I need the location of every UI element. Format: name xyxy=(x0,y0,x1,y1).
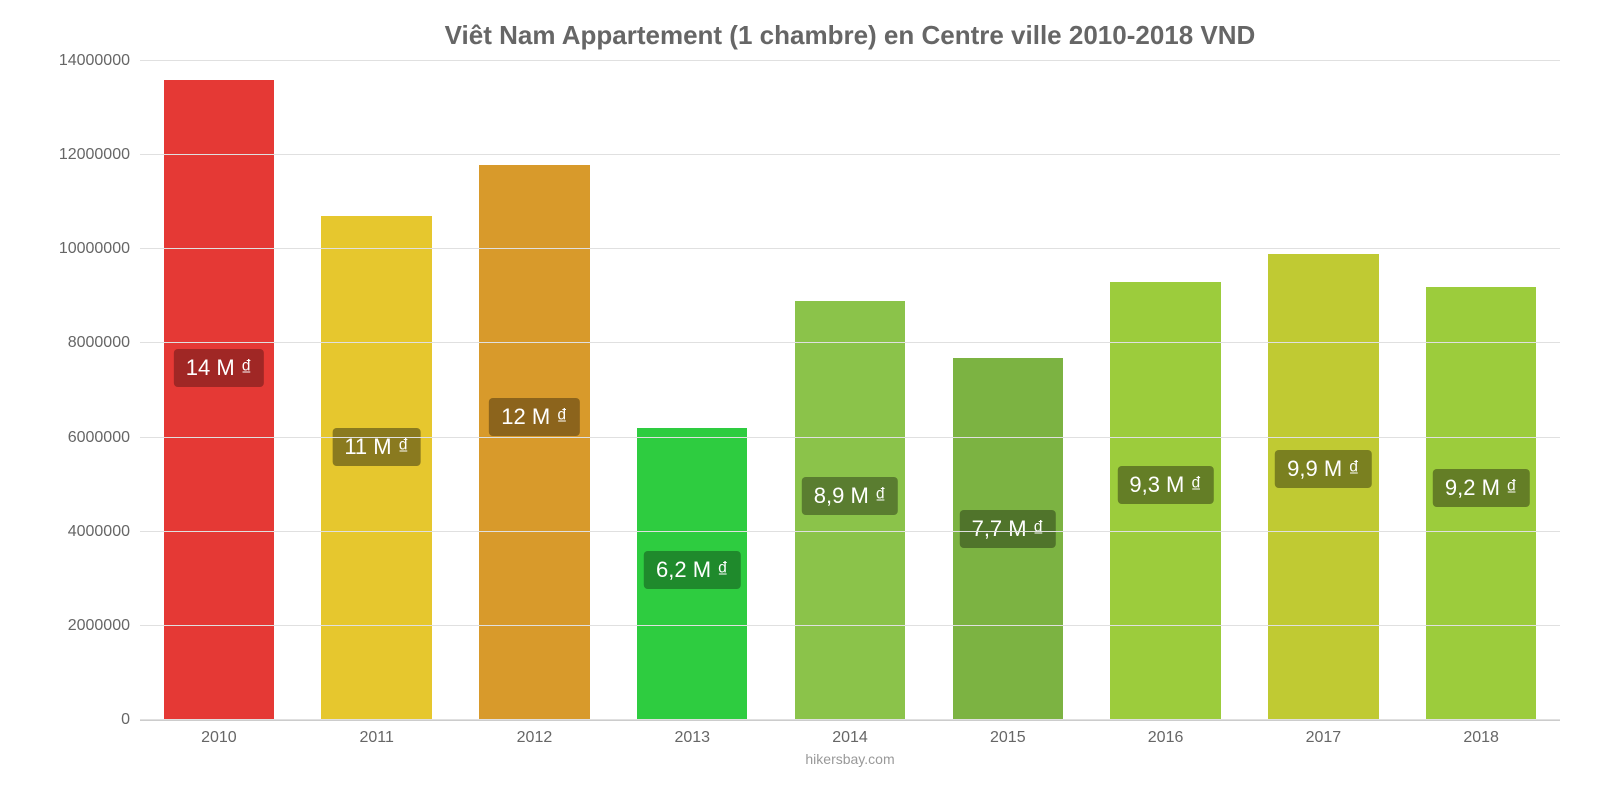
x-tick-label: 2018 xyxy=(1402,729,1560,747)
y-tick-label: 4000000 xyxy=(68,523,130,541)
gridline xyxy=(140,625,1560,626)
bar-value-label: 8,9 M ₫ xyxy=(802,477,898,515)
bars-row: 14 M ₫ 11 M ₫ 12 M ₫ 6,2 M ₫ 8,9 M ₫ 7,7 M ₫ 9… xyxy=(140,61,1560,720)
bar-value-label: 11 M ₫ xyxy=(332,428,421,466)
y-tick-label: 2000000 xyxy=(68,617,130,635)
x-tick-label: 2012 xyxy=(456,729,614,747)
bar: 6,2 M ₫ xyxy=(637,428,747,720)
chart-container: Viêt Nam Appartement (1 chambre) en Cent… xyxy=(0,0,1600,800)
bar-value-label: 12 M ₫ xyxy=(489,398,579,436)
bar-slot: 9,3 M ₫ xyxy=(1087,61,1245,720)
bar: 9,2 M ₫ xyxy=(1426,287,1536,720)
x-axis-labels: 201020112012201320142015201620172018 xyxy=(140,729,1560,747)
bar: 8,9 M ₫ xyxy=(795,301,905,720)
y-tick-label: 10000000 xyxy=(59,240,130,258)
gridline xyxy=(140,60,1560,61)
bar-slot: 11 M ₫ xyxy=(298,61,456,720)
bar-slot: 9,2 M ₫ xyxy=(1402,61,1560,720)
y-tick-label: 12000000 xyxy=(59,146,130,164)
bar: 7,7 M ₫ xyxy=(953,358,1063,720)
gridline xyxy=(140,154,1560,155)
bar-value-label: 14 M ₫ xyxy=(174,349,264,387)
bar: 11 M ₫ xyxy=(321,216,431,720)
bar-slot: 7,7 M ₫ xyxy=(929,61,1087,720)
x-tick-label: 2017 xyxy=(1244,729,1402,747)
x-tick-label: 2011 xyxy=(298,729,456,747)
bar-value-label: 7,7 M ₫ xyxy=(960,510,1056,548)
bar-value-label: 9,2 M ₫ xyxy=(1433,469,1529,507)
bar-value-label: 9,9 M ₫ xyxy=(1275,450,1371,488)
bar-slot: 6,2 M ₫ xyxy=(613,61,771,720)
bar-value-label: 6,2 M ₫ xyxy=(644,551,740,589)
gridline xyxy=(140,342,1560,343)
x-tick-label: 2015 xyxy=(929,729,1087,747)
y-tick-label: 0 xyxy=(121,711,130,729)
gridline xyxy=(140,437,1560,438)
chart-title: Viêt Nam Appartement (1 chambre) en Cent… xyxy=(140,20,1560,51)
bar-slot: 9,9 M ₫ xyxy=(1244,61,1402,720)
bar-slot: 8,9 M ₫ xyxy=(771,61,929,720)
gridline xyxy=(140,719,1560,720)
gridline xyxy=(140,248,1560,249)
x-tick-label: 2010 xyxy=(140,729,298,747)
x-tick-label: 2016 xyxy=(1087,729,1245,747)
x-tick-label: 2014 xyxy=(771,729,929,747)
bar-value-label: 9,3 M ₫ xyxy=(1117,466,1213,504)
gridline xyxy=(140,531,1560,532)
source-label: hikersbay.com xyxy=(140,751,1560,767)
plot-area: 14 M ₫ 11 M ₫ 12 M ₫ 6,2 M ₫ 8,9 M ₫ 7,7 M ₫ 9… xyxy=(140,61,1560,721)
y-tick-label: 14000000 xyxy=(59,52,130,70)
bar-slot: 14 M ₫ xyxy=(140,61,298,720)
bar: 9,3 M ₫ xyxy=(1110,282,1220,720)
bar-slot: 12 M ₫ xyxy=(456,61,614,720)
x-tick-label: 2013 xyxy=(613,729,771,747)
bar: 9,9 M ₫ xyxy=(1268,254,1378,720)
y-tick-label: 8000000 xyxy=(68,334,130,352)
y-tick-label: 6000000 xyxy=(68,429,130,447)
